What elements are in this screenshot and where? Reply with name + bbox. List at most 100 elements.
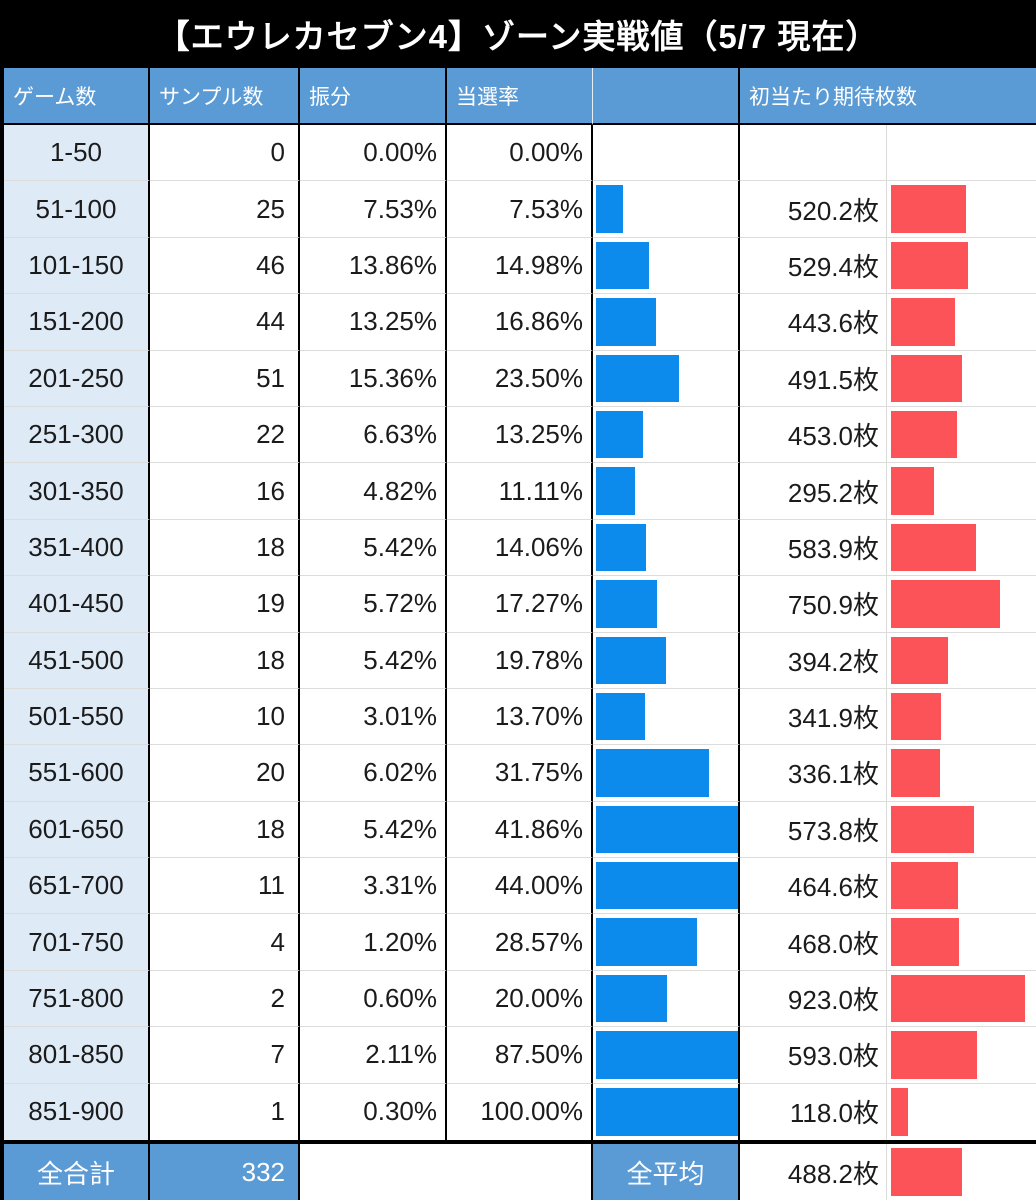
footer-total-label: 全合計 <box>4 1144 150 1200</box>
win-rate-bar-cell <box>593 463 740 520</box>
games-range-cell: 51-100 <box>4 181 150 238</box>
page-title: 【エウレカセブン4】ゾーン実戦値（5/7 現在） <box>156 18 880 55</box>
win-rate-bar <box>596 241 650 290</box>
table-row: 601-650 18 5.42% 41.86% 573.8枚 <box>4 801 1036 859</box>
samples-cell: 18 <box>150 632 300 689</box>
footer-empty-cell <box>300 1144 593 1200</box>
win-rate-cell: 13.25% <box>447 406 593 464</box>
table-row: 751-800 2 0.60% 20.00% 923.0枚 <box>4 970 1036 1028</box>
games-range-cell: 251-300 <box>4 406 150 464</box>
header-win-rate-bar <box>593 68 740 125</box>
payout-bar-cell <box>887 238 1036 295</box>
samples-cell: 25 <box>150 181 300 238</box>
win-rate-cell: 20.00% <box>447 970 593 1028</box>
header-games: ゲーム数 <box>4 68 150 125</box>
win-rate-bar-cell <box>593 519 740 577</box>
samples-cell: 16 <box>150 463 300 520</box>
samples-cell: 2 <box>150 970 300 1028</box>
payout-bar <box>891 410 957 459</box>
table-row: 851-900 1 0.30% 100.00% 118.0枚 <box>4 1083 1036 1141</box>
win-rate-bar <box>596 354 680 402</box>
payout-cell: 520.2枚 <box>740 181 887 238</box>
win-rate-cell: 28.57% <box>447 914 593 971</box>
distribution-cell: 5.72% <box>300 576 447 633</box>
win-rate-bar-cell <box>593 125 740 182</box>
header-samples: サンプル数 <box>150 68 300 125</box>
payout-bar <box>891 354 963 402</box>
table-row: 151-200 44 13.25% 16.86% 443.6枚 <box>4 294 1036 351</box>
payout-bar <box>891 241 968 290</box>
distribution-cell: 3.31% <box>300 858 447 915</box>
payout-cell: 336.1枚 <box>740 745 887 802</box>
distribution-cell: 7.53% <box>300 181 447 238</box>
win-rate-bar-cell <box>593 688 740 746</box>
win-rate-cell: 44.00% <box>447 858 593 915</box>
table-row: 701-750 4 1.20% 28.57% 468.0枚 <box>4 914 1036 971</box>
games-range-cell: 551-600 <box>4 745 150 802</box>
payout-bar-cell <box>887 745 1036 802</box>
samples-cell: 51 <box>150 350 300 407</box>
table-row: 201-250 51 15.36% 23.50% 491.5枚 <box>4 350 1036 407</box>
games-range-cell: 601-650 <box>4 801 150 859</box>
table-row: 351-400 18 5.42% 14.06% 583.9枚 <box>4 519 1036 577</box>
win-rate-bar <box>596 974 667 1023</box>
payout-cell: 491.5枚 <box>740 350 887 407</box>
payout-cell: 341.9枚 <box>740 688 887 746</box>
win-rate-bar <box>596 805 738 854</box>
header-distribution: 振分 <box>300 68 447 125</box>
samples-cell: 1 <box>150 1083 300 1141</box>
distribution-cell: 5.42% <box>300 519 447 577</box>
payout-bar <box>891 298 956 346</box>
footer-payout-bar <box>891 1148 962 1197</box>
table-row: 401-450 19 5.72% 17.27% 750.9枚 <box>4 576 1036 633</box>
payout-cell: 295.2枚 <box>740 463 887 520</box>
payout-bar <box>891 1087 909 1137</box>
payout-cell: 118.0枚 <box>740 1083 887 1141</box>
title-band: 【エウレカセブン4】ゾーン実戦値（5/7 現在） <box>0 0 1036 68</box>
games-range-cell: 651-700 <box>4 858 150 915</box>
distribution-cell: 5.42% <box>300 801 447 859</box>
payout-bar-cell <box>887 914 1036 971</box>
win-rate-cell: 23.50% <box>447 350 593 407</box>
games-range-cell: 501-550 <box>4 688 150 746</box>
footer-average-payout: 488.2枚 <box>740 1144 887 1200</box>
games-range-cell: 101-150 <box>4 237 150 295</box>
payout-bar <box>891 185 967 233</box>
header-win-rate: 当選率 <box>447 68 593 125</box>
games-range-cell: 401-450 <box>4 576 150 633</box>
payout-cell: 750.9枚 <box>740 576 887 633</box>
distribution-cell: 0.00% <box>300 125 447 182</box>
payout-bar <box>891 467 934 515</box>
table-row: 551-600 20 6.02% 31.75% 336.1枚 <box>4 745 1036 802</box>
table-footer-row: 全合計 332 全平均 488.2枚 <box>4 1140 1036 1200</box>
win-rate-bar <box>596 1031 738 1079</box>
samples-cell: 11 <box>150 858 300 915</box>
distribution-cell: 13.25% <box>300 294 447 351</box>
samples-cell: 7 <box>150 1027 300 1084</box>
payout-bar <box>891 523 976 572</box>
samples-cell: 22 <box>150 406 300 464</box>
win-rate-cell: 41.86% <box>447 801 593 859</box>
win-rate-bar-cell <box>593 745 740 802</box>
win-rate-cell: 13.70% <box>447 688 593 746</box>
payout-bar-cell <box>887 576 1036 633</box>
payout-cell: 923.0枚 <box>740 970 887 1028</box>
distribution-cell: 15.36% <box>300 350 447 407</box>
payout-bar-cell <box>887 520 1036 577</box>
games-range-cell: 151-200 <box>4 294 150 351</box>
payout-bar-cell <box>887 407 1036 464</box>
distribution-cell: 1.20% <box>300 914 447 971</box>
games-range-cell: 701-750 <box>4 914 150 971</box>
payout-bar <box>891 974 1025 1023</box>
distribution-cell: 2.11% <box>300 1027 447 1084</box>
win-rate-cell: 11.11% <box>447 463 593 520</box>
table-row: 501-550 10 3.01% 13.70% 341.9枚 <box>4 688 1036 746</box>
win-rate-bar-cell <box>593 1083 740 1141</box>
payout-bar-cell <box>887 633 1036 689</box>
samples-cell: 20 <box>150 745 300 802</box>
distribution-cell: 6.63% <box>300 406 447 464</box>
distribution-cell: 5.42% <box>300 632 447 689</box>
win-rate-cell: 16.86% <box>447 294 593 351</box>
games-range-cell: 351-400 <box>4 519 150 577</box>
